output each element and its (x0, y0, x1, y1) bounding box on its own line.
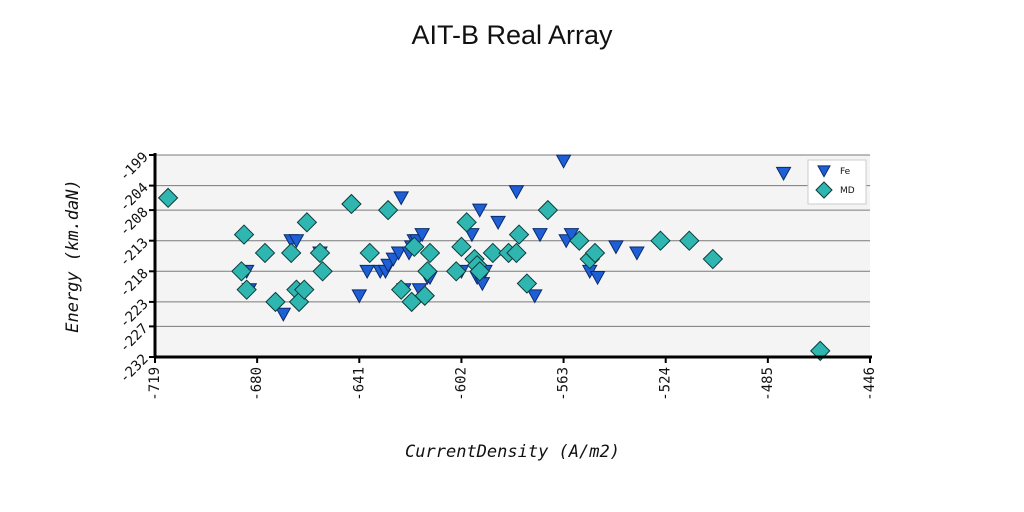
md-point (516, 273, 538, 294)
fe-point (555, 154, 572, 169)
md-point (341, 193, 362, 215)
md-point (679, 230, 700, 251)
fe-point (508, 185, 525, 200)
md-point (254, 242, 276, 264)
x-tick-label: -524 (658, 367, 674, 401)
md-point (265, 291, 286, 313)
legend: Fe MD (807, 159, 867, 205)
md-point (584, 242, 606, 264)
legend-md-marker (815, 181, 833, 199)
x-axis-label: CurrentDensity (A/m2) (405, 442, 620, 462)
chart-title: AIT-B Real Array (411, 20, 613, 50)
x-axis-ticks: -719 -680 -641 -602 -563 -524 -485 -446 (147, 357, 878, 401)
fe-point (589, 270, 606, 286)
md-point (417, 261, 438, 282)
md-point (294, 279, 315, 300)
axes (153, 153, 872, 359)
fe-point (351, 289, 368, 304)
x-tick-label: -641 (351, 367, 367, 401)
fe-point (359, 264, 375, 279)
md-point (312, 261, 333, 282)
fe-point (288, 234, 305, 249)
md-point (537, 199, 559, 221)
md-point (506, 242, 527, 264)
fe-point (390, 246, 407, 261)
fe-point (275, 307, 292, 322)
md-point (377, 199, 399, 221)
md-point (309, 242, 331, 264)
fe-point (526, 289, 543, 304)
y-tick-label: -199 (117, 149, 152, 184)
series-md (157, 187, 831, 362)
fe-point (629, 246, 645, 261)
y-tick-label: -218 (117, 266, 152, 301)
fe-point (414, 228, 430, 243)
md-point (508, 224, 530, 245)
x-tick-label: -602 (453, 367, 469, 401)
md-point (451, 236, 472, 258)
md-point (236, 279, 257, 300)
fe-point (532, 228, 548, 243)
fe-point (490, 215, 506, 231)
md-point (650, 230, 671, 251)
legend-box (807, 159, 867, 205)
legend-fe-marker (817, 165, 831, 178)
md-point (157, 187, 179, 209)
x-tick-label: -680 (249, 367, 265, 401)
md-point (469, 261, 490, 282)
fe-point (464, 228, 480, 243)
x-tick-label: -446 (862, 367, 878, 401)
y-axis-ticks: -199-204-208-213-218-223-227-232 (117, 149, 155, 386)
md-point (414, 285, 435, 306)
fe-point (775, 166, 792, 182)
md-point (359, 242, 380, 264)
md-point (702, 248, 724, 270)
legend-label: Fe (840, 167, 851, 177)
data-points (157, 154, 831, 362)
md-point (280, 242, 302, 264)
x-tick-label: -563 (556, 367, 572, 401)
md-point (445, 261, 467, 282)
y-axis-label: Energy (km.daN) (63, 179, 83, 333)
md-point (231, 261, 252, 282)
md-point (482, 242, 504, 264)
md-point (390, 279, 412, 300)
legend-label: MD (840, 186, 855, 196)
md-point (404, 236, 425, 258)
x-tick-label: -719 (147, 367, 163, 401)
fe-point (471, 203, 488, 218)
md-point (456, 212, 477, 233)
md-point (419, 242, 441, 264)
md-point (296, 212, 318, 233)
md-point (569, 230, 590, 251)
fe-point (608, 240, 624, 255)
x-tick-label: -485 (760, 367, 776, 401)
md-point (233, 224, 255, 245)
fe-point (393, 191, 410, 206)
y-tick-label: -213 (117, 235, 152, 270)
